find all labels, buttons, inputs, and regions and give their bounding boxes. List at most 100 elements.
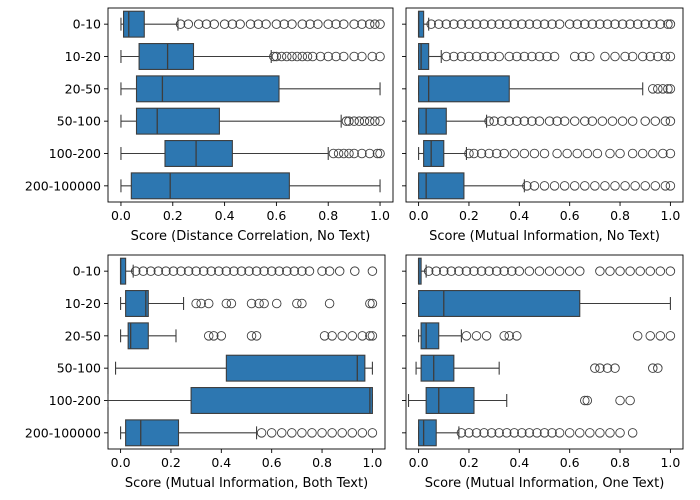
box-200-100000 [120,172,381,200]
x-tick-label: 0.2 [459,455,479,470]
outlier-point [433,19,444,29]
outlier-point [489,116,499,126]
outlier-point [665,84,676,94]
x-tick-label: 0.0 [409,455,429,470]
outlier-point [251,266,262,276]
outlier-point [650,181,661,191]
outlier-point [130,266,141,276]
x-axis-label: Score (Mutual Information, Both Text) [125,476,368,491]
outlier-point [590,363,600,373]
outlier-point [658,84,668,94]
outlier-point [236,266,247,276]
outlier-point [350,266,360,276]
outlier-point [580,19,590,29]
outlier-point [456,51,467,62]
chart-panel-1: 0.0 0.2 0.4 0.6 0.8 1.0 Score (Distance Correl… [25,7,394,244]
outlier-point [349,148,359,159]
outlier-point [341,116,352,126]
outlier-point [610,19,620,29]
x-tick-label: 0.6 [266,208,286,223]
outlier-point [307,428,317,438]
outlier-point [254,298,264,309]
outlier-point [292,298,302,309]
outlier-point [261,19,271,29]
outlier-point [494,51,504,62]
outlier-point [539,428,550,438]
outlier-point [549,181,560,191]
outlier-point [547,428,557,438]
outlier-point [632,331,643,341]
outlier-point [431,266,441,276]
outlier-point [504,51,514,62]
x-axis-label: Score (Distance Correlation, No Text) [131,229,371,244]
outlier-point [191,298,201,309]
outlier-point [191,266,201,276]
y-tick-label: 200-100000 [25,178,101,193]
outlier-point [610,181,620,191]
outlier-point [580,181,590,191]
outlier-point [305,19,315,29]
outlier-point [554,19,565,29]
outlier-point [359,116,370,126]
outlier-point [504,331,514,341]
outlier-point [529,181,540,191]
outlier-point [287,51,297,62]
outlier-point [486,19,497,29]
outlier-point [375,51,385,62]
outlier-point [645,331,656,341]
outlier-point [484,266,494,276]
outlier-point [660,116,671,126]
outlier-point [349,51,359,62]
outlier-point [547,19,557,29]
outlier-point [476,266,487,276]
outlier-point [449,51,459,62]
outlier-point [271,298,282,309]
outlier-point [635,266,645,276]
outlier-point [245,19,256,29]
y-tick-label: 50-100 [57,361,101,376]
x-tick-label: 1.0 [362,455,382,470]
box-20-50 [120,75,381,103]
outlier-point [522,181,532,191]
outlier-point [479,428,489,438]
outlier-point [367,266,378,276]
outlier-point [665,181,676,191]
outlier-point [339,19,349,29]
x-tick-label: 0.8 [610,455,630,470]
box-body [127,322,149,350]
outlier-point [527,116,537,126]
outlier-point [499,148,509,159]
outlier-point [509,148,520,159]
outlier-point [582,395,593,406]
box-10-20 [418,290,671,317]
box-body [135,75,280,103]
outlier-point [602,363,613,373]
outlier-point [327,428,337,438]
outlier-point [605,428,615,438]
outlier-point [337,428,347,438]
outlier-point [615,266,625,276]
outlier-point [585,428,595,438]
outlier-point [564,428,575,438]
outlier-point [519,116,530,126]
outlier-point [663,84,673,94]
box-100-200 [418,140,676,167]
outlier-point [512,116,522,126]
box-10-20 [120,43,385,70]
outlier-point [354,116,365,126]
outlier-point [209,331,219,341]
outlier-point [663,19,673,29]
outlier-point [464,148,474,159]
y-tick-label: 200-100000 [25,425,101,440]
outlier-point [364,116,375,126]
outlier-point [499,331,509,341]
outlier-point [512,51,522,62]
outlier-point [554,428,565,438]
outlier-point [660,181,671,191]
outlier-point [319,331,330,341]
outlier-point [569,116,580,126]
x-tick-label: 0.6 [560,208,580,223]
outlier-point [471,19,482,29]
outlier-point [339,51,349,62]
